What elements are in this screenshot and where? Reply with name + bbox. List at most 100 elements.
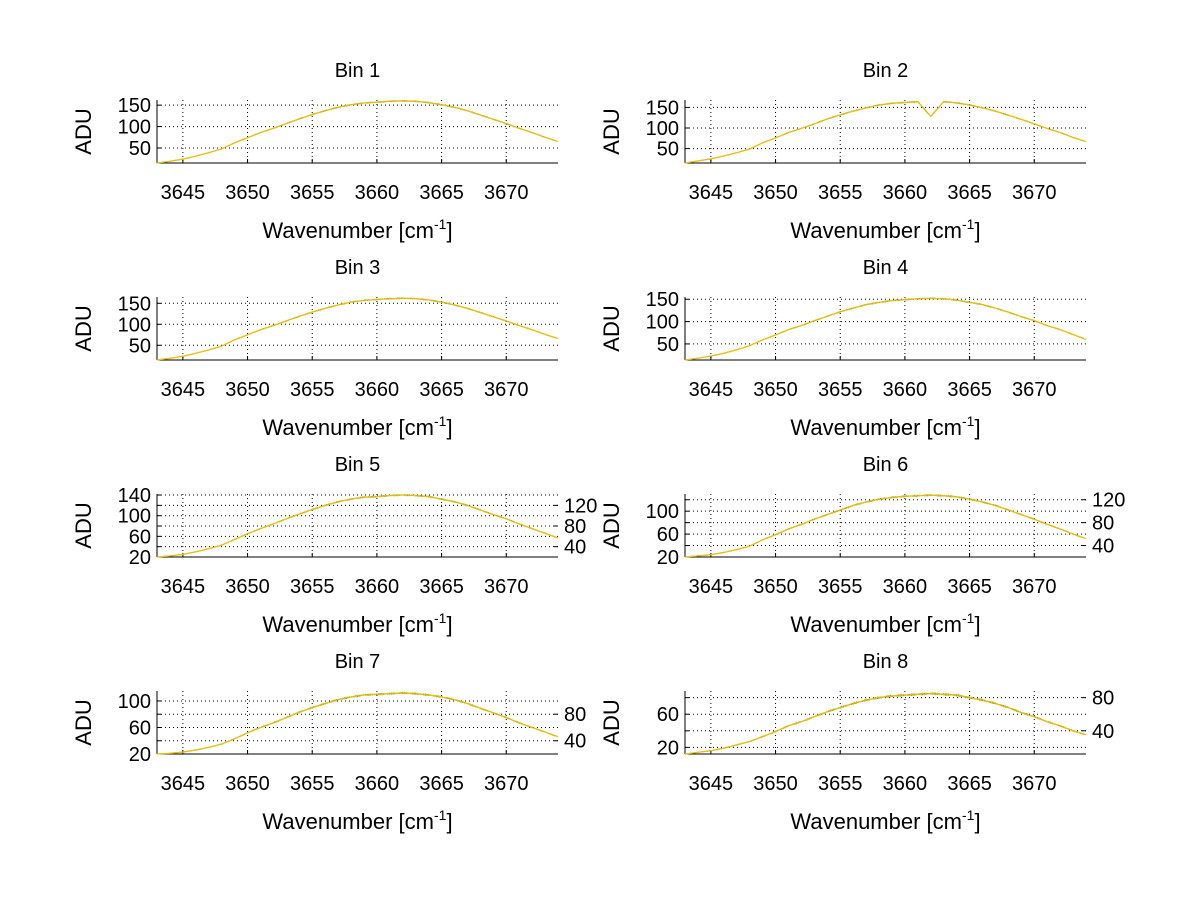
y-axis-label: ADU <box>599 699 624 745</box>
y-tick-label: 100 <box>118 691 151 713</box>
x-tick-label: 3665 <box>947 182 992 204</box>
x-axis-label: Wavenumber [cm-1] <box>262 216 452 243</box>
x-tick-label: 3665 <box>947 576 992 598</box>
x-axis-label-text: Wavenumber [cm <box>262 612 434 637</box>
y-tick-label: 20 <box>657 547 679 569</box>
subplot-title: Bin 5 <box>335 454 381 476</box>
x-tick-label: 3665 <box>947 379 992 401</box>
x-tick-label: 3665 <box>419 379 464 401</box>
x-axis-label-end: ] <box>446 415 452 440</box>
x-axis-label-end: ] <box>974 415 980 440</box>
subplot-title: Bin 7 <box>335 651 381 673</box>
y-axis-label: ADU <box>71 502 96 548</box>
y-axis-label: ADU <box>71 108 96 154</box>
x-tick-label: 3665 <box>419 773 464 795</box>
x-tick-label: 3645 <box>161 379 206 401</box>
x-axis-label-superscript: -1 <box>434 413 447 429</box>
subplot-title: Bin 6 <box>863 454 909 476</box>
subplot-title: Bin 2 <box>863 60 909 82</box>
x-axis-label-superscript: -1 <box>434 807 447 823</box>
x-tick-label: 3650 <box>753 379 798 401</box>
x-axis-label-text: Wavenumber [cm <box>262 809 434 834</box>
x-tick-label: 3650 <box>753 576 798 598</box>
series-line <box>684 691 1087 755</box>
x-tick-label: 3660 <box>883 379 928 401</box>
x-tick-label: 3650 <box>753 182 798 204</box>
y-tick-label: 100 <box>646 118 679 140</box>
x-tick-label: 3670 <box>484 773 529 795</box>
x-tick-label: 3670 <box>1012 576 1057 598</box>
x-tick-label: 3660 <box>355 773 400 795</box>
x-axis-label-end: ] <box>446 612 452 637</box>
x-tick-label: 3650 <box>753 773 798 795</box>
y-tick-label: 150 <box>646 289 679 311</box>
x-tick-label: 3645 <box>689 576 734 598</box>
y-tick-label: 60 <box>129 717 151 739</box>
x-tick-label: 3655 <box>290 182 335 204</box>
y-tick-label: 20 <box>129 744 151 766</box>
x-tick-label: 3660 <box>355 379 400 401</box>
x-tick-label: 3645 <box>689 773 734 795</box>
x-axis-label-superscript: -1 <box>962 216 975 232</box>
y-tick-label: 140 <box>118 485 151 507</box>
x-tick-label: 3660 <box>355 182 400 204</box>
x-tick-label: 3655 <box>818 379 863 401</box>
y-tick-label: 40 <box>1092 721 1114 743</box>
x-axis-label-end: ] <box>974 218 980 243</box>
x-axis-label-superscript: -1 <box>962 807 975 823</box>
y-tick-label: 20 <box>129 547 151 569</box>
x-axis-label: Wavenumber [cm-1] <box>790 216 980 243</box>
x-axis-label-superscript: -1 <box>962 413 975 429</box>
y-tick-label: 150 <box>646 97 679 119</box>
x-tick-label: 3670 <box>484 182 529 204</box>
x-tick-label: 3670 <box>484 576 529 598</box>
x-axis-label: Wavenumber [cm-1] <box>790 413 980 440</box>
y-tick-label: 60 <box>657 524 679 546</box>
subplot-title: Bin 4 <box>863 257 909 279</box>
x-tick-label: 3645 <box>161 576 206 598</box>
x-tick-label: 3655 <box>290 379 335 401</box>
x-axis-label-text: Wavenumber [cm <box>790 612 962 637</box>
series-line-under <box>156 494 557 558</box>
x-axis-label-end: ] <box>974 809 980 834</box>
series-line <box>684 493 1087 558</box>
x-axis-label-text: Wavenumber [cm <box>262 415 434 440</box>
series-line <box>156 493 559 558</box>
x-axis-label-text: Wavenumber [cm <box>790 809 962 834</box>
x-axis-label-superscript: -1 <box>434 610 447 626</box>
x-tick-label: 3670 <box>484 379 529 401</box>
subplot-5: 3645 3650 3655 3660 3665 3670 20 40 60 80 100 120 14… <box>71 454 597 637</box>
x-tick-label: 3660 <box>355 576 400 598</box>
series-line-under <box>156 297 557 361</box>
x-tick-label: 3665 <box>419 576 464 598</box>
x-tick-label: 3655 <box>818 182 863 204</box>
x-axis-label-end: ] <box>446 218 452 243</box>
x-axis-label: Wavenumber [cm-1] <box>790 807 980 834</box>
series-line <box>156 297 559 361</box>
y-tick-label: 60 <box>129 526 151 548</box>
x-tick-label: 3645 <box>689 182 734 204</box>
y-tick-label: 100 <box>118 117 151 139</box>
x-tick-label: 3655 <box>290 576 335 598</box>
y-tick-label: 40 <box>1092 536 1114 558</box>
x-tick-label: 3655 <box>818 773 863 795</box>
series-line-under <box>156 100 557 164</box>
y-axis-label: ADU <box>71 699 96 745</box>
y-tick-label: 50 <box>129 335 151 357</box>
x-axis-label-text: Wavenumber [cm <box>790 415 962 440</box>
x-axis-label: Wavenumber [cm-1] <box>262 807 452 834</box>
y-axis-label: ADU <box>599 305 624 351</box>
y-tick-label: 120 <box>1092 490 1125 512</box>
x-tick-label: 3670 <box>1012 379 1057 401</box>
series-line <box>684 100 1087 164</box>
y-tick-label: 80 <box>564 516 586 538</box>
subplot-8: 3645 3650 3655 3660 3665 3670 20 40 60 80 Bin 8 ADU… <box>599 651 1114 834</box>
y-tick-label: 40 <box>564 731 586 753</box>
y-tick-label: 100 <box>646 312 679 334</box>
x-tick-label: 3660 <box>883 576 928 598</box>
y-tick-label: 150 <box>118 293 151 315</box>
y-axis-label: ADU <box>599 108 624 154</box>
